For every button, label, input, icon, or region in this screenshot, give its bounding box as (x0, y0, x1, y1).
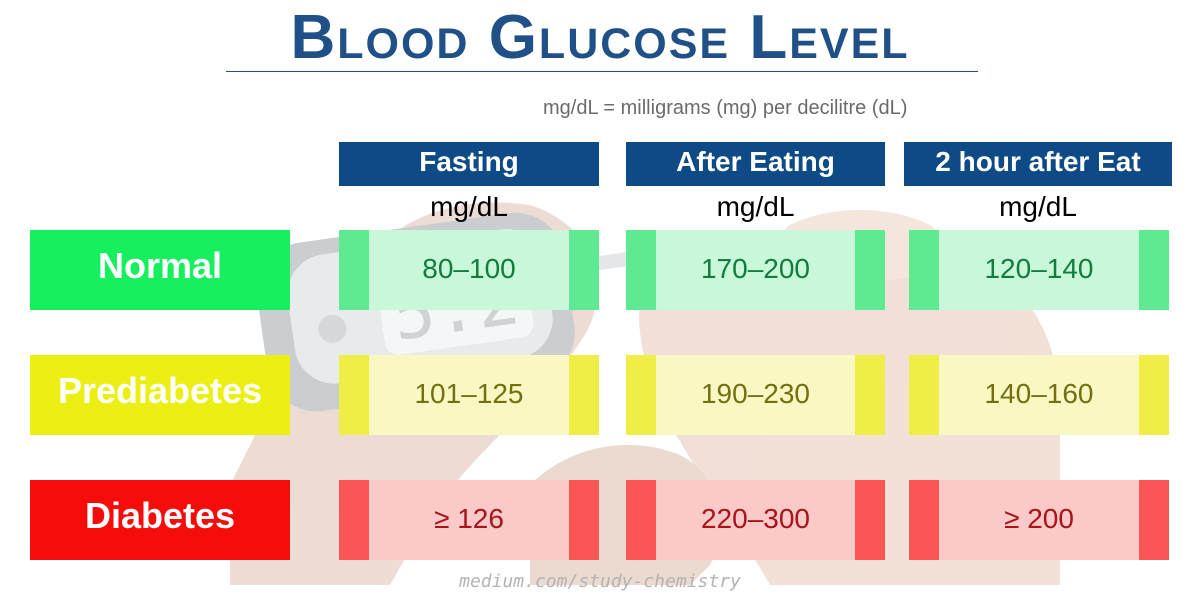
cell-diabetes-after-eating: 220–300 (626, 480, 885, 560)
cell-value: 220–300 (700, 503, 810, 534)
column-header-2-hour-after-eat: 2 hour after Eat (904, 142, 1172, 186)
cell-normal-fasting: 80–100 (339, 230, 599, 310)
cell-prediabetes-after-eating: 190–230 (626, 355, 885, 435)
title-underline (226, 71, 978, 72)
cell-prediabetes-fasting: 101–125 (339, 355, 599, 435)
cell-edge (339, 355, 369, 435)
cell-diabetes-2-hour: ≥ 200 (909, 480, 1169, 560)
cell-edge (909, 355, 939, 435)
column-unit-2-hour-after-eat: mg/dL (999, 191, 1077, 222)
cell-diabetes-fasting: ≥ 126 (339, 480, 599, 560)
cell-prediabetes-2-hour: 140–160 (909, 355, 1169, 435)
cell-edge (626, 480, 656, 560)
cell-value: 120–140 (984, 253, 1094, 284)
cell-edge (855, 355, 885, 435)
row-label-prediabetes: Prediabetes (30, 355, 290, 435)
cell-edge (855, 230, 885, 310)
cell-value: 190–230 (700, 378, 810, 409)
cell-edge (626, 355, 656, 435)
cell-value: 101–125 (414, 378, 524, 409)
column-header-fasting: Fasting (339, 142, 599, 186)
cell-edge (569, 230, 599, 310)
cell-normal-after-eating: 170–200 (626, 230, 885, 310)
column-unit-after-eating: mg/dL (716, 191, 795, 222)
cell-edge (1139, 480, 1169, 560)
page-title: Blood Glucose Level (290, 3, 910, 72)
cell-edge (569, 480, 599, 560)
cell-value: ≥ 126 (434, 503, 504, 534)
cell-value: 80–100 (422, 253, 516, 284)
watermark: medium.com/study-chemistry (459, 571, 741, 592)
cell-value: 170–200 (700, 253, 810, 284)
cell-value: ≥ 200 (1004, 503, 1074, 534)
row-label-diabetes: Diabetes (30, 480, 290, 560)
cell-edge (339, 230, 369, 310)
cell-edge (855, 480, 885, 560)
cell-edge (626, 230, 656, 310)
cell-normal-2-hour: 120–140 (909, 230, 1169, 310)
cell-edge (909, 230, 939, 310)
cell-edge (569, 355, 599, 435)
row-label-normal: Normal (30, 230, 290, 310)
column-header-after-eating: After Eating (626, 142, 885, 186)
units-note: mg/dL = milligrams (mg) per decilitre (d… (543, 97, 908, 119)
cell-edge (1139, 230, 1169, 310)
cell-edge (339, 480, 369, 560)
cell-edge (1139, 355, 1169, 435)
column-unit-fasting: mg/dL (430, 191, 508, 222)
cell-edge (909, 480, 939, 560)
cell-value: 140–160 (984, 378, 1094, 409)
